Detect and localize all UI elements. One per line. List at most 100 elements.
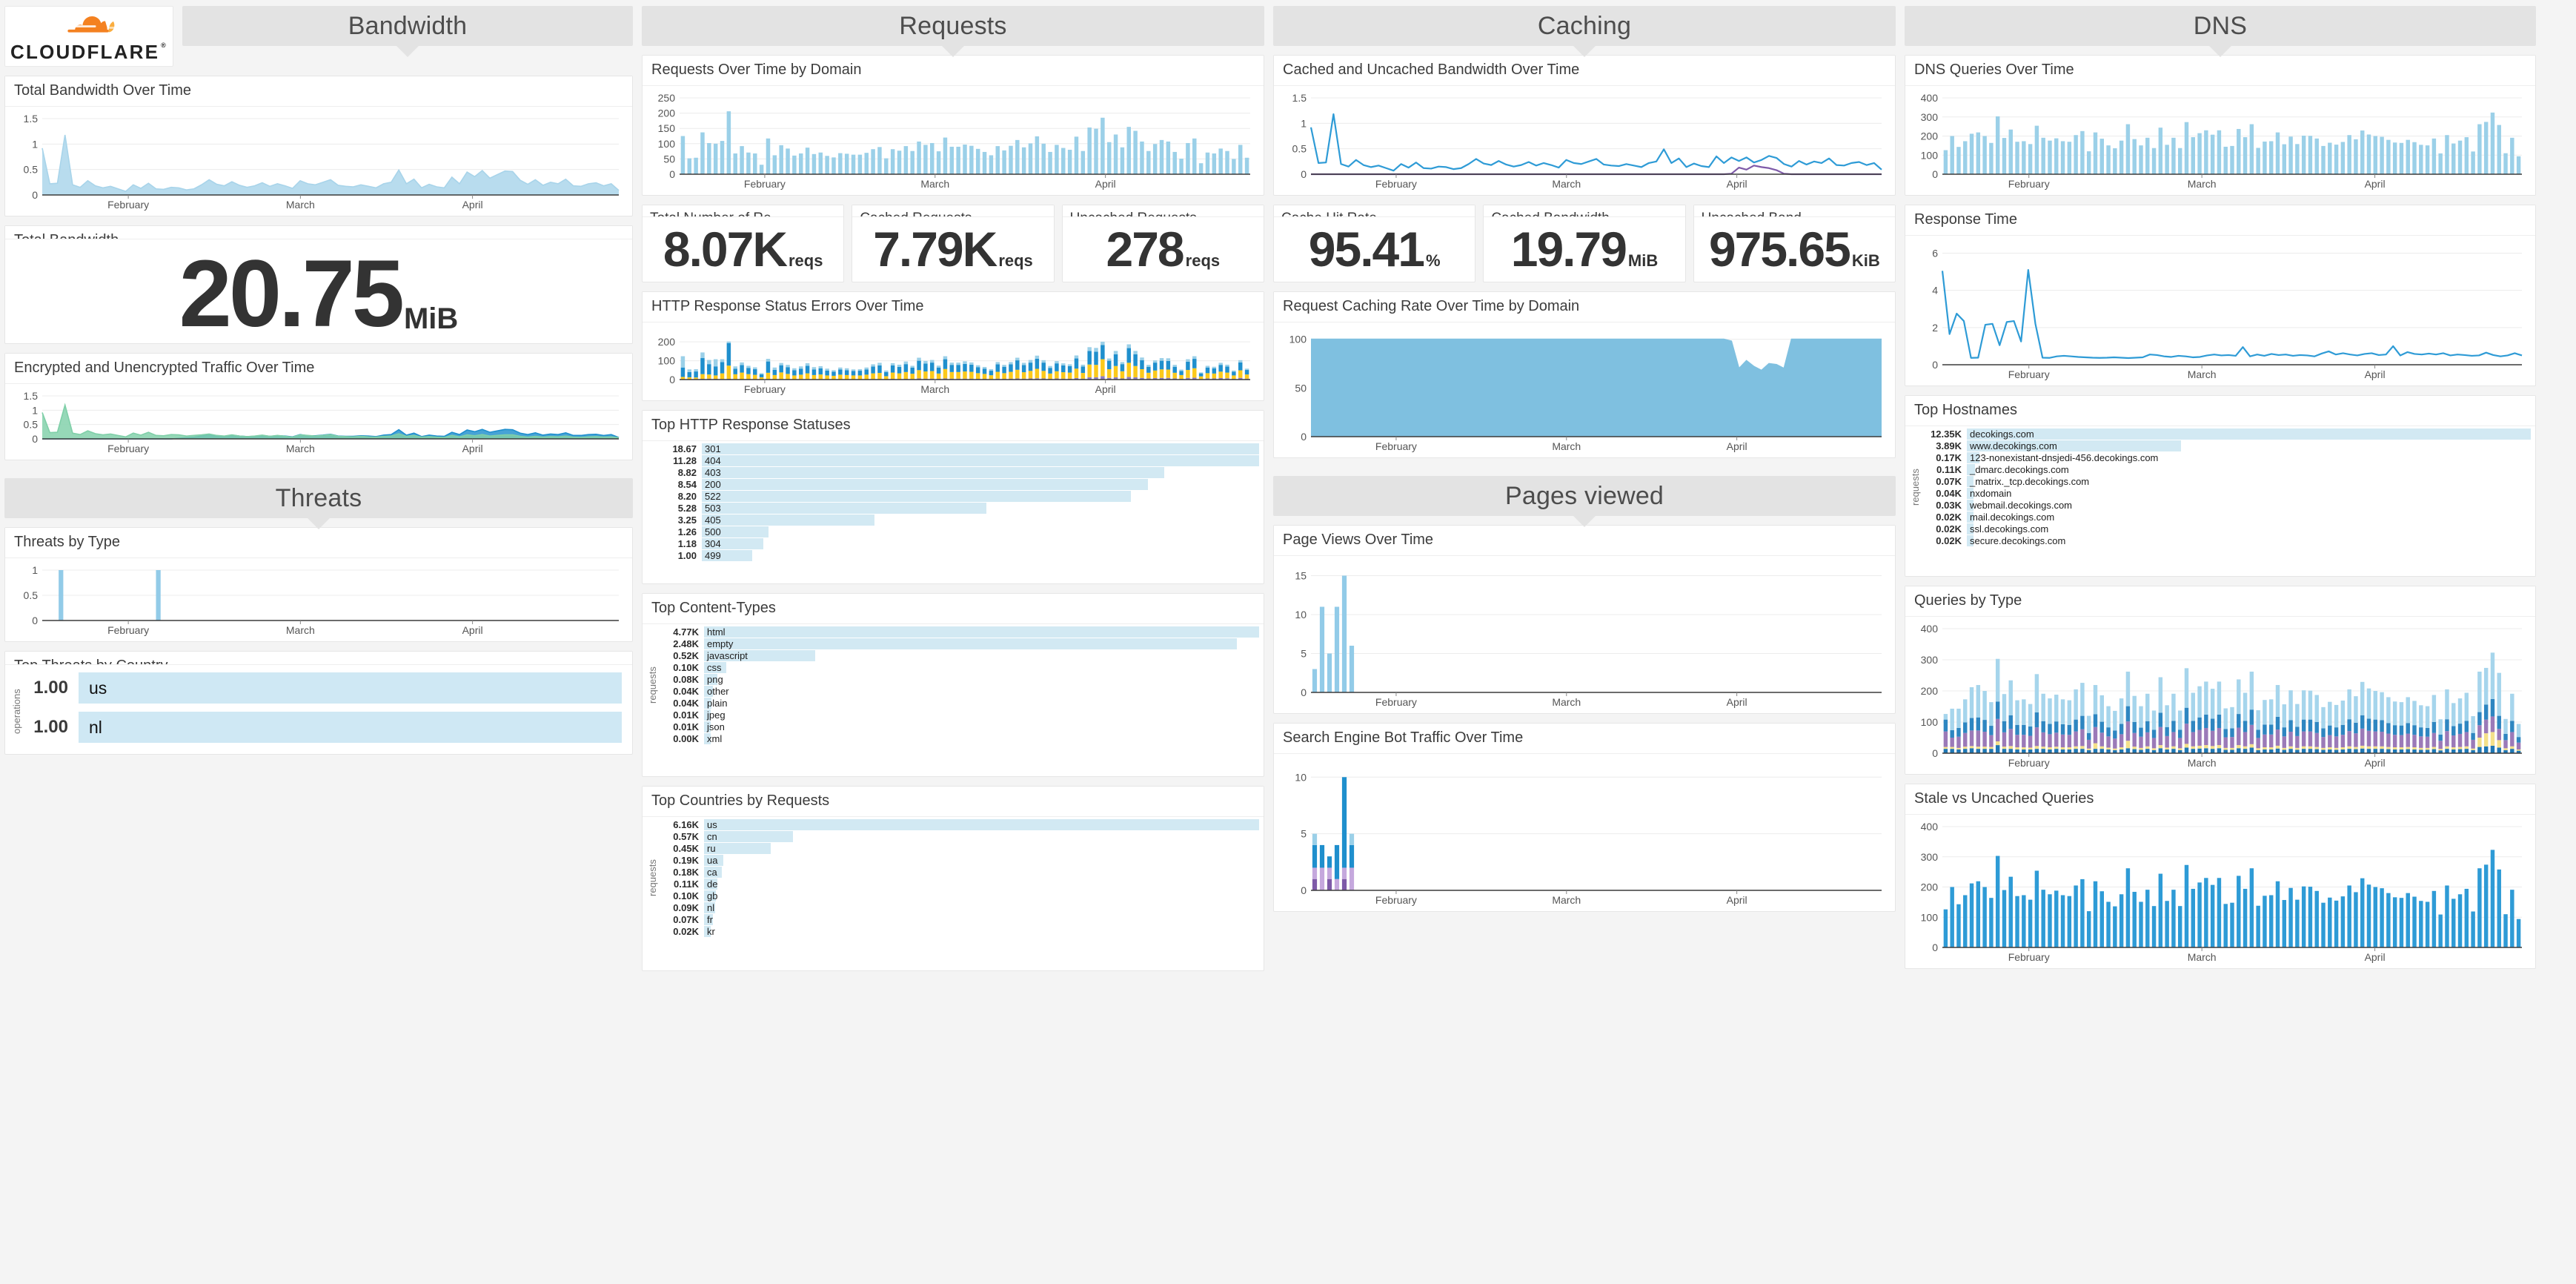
list-item[interactable]: 0.07K fr [660,913,1259,925]
list-item[interactable]: 1.00 us [24,672,622,704]
list-item-bar: us [79,672,622,704]
svg-text:0: 0 [1301,431,1307,443]
list-item[interactable]: 0.02K ssl.decokings.com [1922,523,2531,535]
list-item[interactable]: 0.04K plain [660,697,1259,709]
chart-dns-queries-over-time[interactable]: 0 100 200 300 400 February March April [1913,90,2528,192]
svg-text:March: March [920,383,949,395]
list-item[interactable]: 0.02K kr [660,925,1259,937]
list-item-label: secure.decokings.com [1970,535,2066,546]
list-item[interactable]: 0.02K secure.decokings.com [1922,535,2531,546]
list-item-value: 0.01K [673,721,699,732]
list-item[interactable]: 11.28 404 [657,454,1259,466]
svg-text:April: April [2365,178,2386,190]
list-item[interactable]: 0.08K png [660,673,1259,685]
list-item[interactable]: 6.16K us [660,818,1259,830]
list-item[interactable]: 0.09K nl [660,901,1259,913]
list-item[interactable]: 4.77K html [660,626,1259,638]
list-item[interactable]: 0.01K jpeg [660,709,1259,721]
list-item[interactable]: 0.19K ua [660,854,1259,866]
list-item[interactable]: 0.03K webmail.decokings.com [1922,499,2531,511]
list-item-bar-fill [1967,499,1974,511]
section-banner-dns[interactable]: DNS [1905,6,2536,46]
list-item[interactable]: 1.18 304 [657,537,1259,549]
chart-cached-uncached-bandwidth[interactable]: 0 0.5 1 1.5 February March April [1281,90,1888,192]
section-banner-bandwidth[interactable]: Bandwidth [182,6,633,46]
list-item[interactable]: 0.57K cn [660,830,1259,842]
list-item[interactable]: 18.67 301 [657,443,1259,454]
chart-queries-by-type[interactable]: 0 100 200 300 400 February March April [1913,621,2528,771]
section-title-caching: Caching [1537,11,1632,40]
svg-text:February: February [2008,368,2050,380]
chart-stale-vs-uncached-queries[interactable]: 0 100 200 300 400 February March April [1913,819,2528,965]
list-item-value: 1.00 [677,549,697,561]
list-item-value: 8.54 [677,478,697,490]
list-item[interactable]: 0.45K ru [660,842,1259,854]
list-item[interactable]: 8.20 522 [657,490,1259,502]
list-item[interactable]: 0.04K other [660,685,1259,697]
chart-response-time[interactable]: 0 2 4 6 February March April [1913,240,2528,383]
svg-text:400: 400 [1921,623,1939,635]
list-item-bar: cn [704,830,1259,842]
chart-total-bandwidth-over-time[interactable]: 0 0.5 1 1.5 February March April [13,111,625,213]
section-banner-pages-viewed[interactable]: Pages viewed [1273,476,1896,516]
list-item[interactable]: 5.28 503 [657,502,1259,514]
section-banner-threats[interactable]: Threats [4,478,633,518]
chart-search-engine-bot-traffic[interactable]: 0 5 10 February March April [1281,758,1888,908]
chart-page-views-over-time[interactable]: 0 5 10 15 February March April [1281,560,1888,710]
list-item[interactable]: 8.54 200 [657,478,1259,490]
list-item[interactable]: 0.00K xml [660,732,1259,744]
svg-text:6: 6 [1932,248,1938,259]
chart-requests-over-time-by-domain[interactable]: 0 50 100 150 200 250 February March April [650,90,1256,192]
list-item[interactable]: 3.25 405 [657,514,1259,526]
list-item[interactable]: 1.00 nl [24,712,622,743]
list-item-bar-fill [704,732,711,744]
brand-name: CLOUDFLARE [10,41,160,63]
panel-title-top-countries: Top Countries by Requests [643,787,1264,817]
list-item-bar-fill [1967,487,1974,499]
svg-text:March: March [2188,178,2217,190]
registered-mark: ® [161,42,167,49]
list-item[interactable]: 0.02K mail.decokings.com [1922,511,2531,523]
svg-text:15: 15 [1295,570,1307,582]
svg-text:150: 150 [658,122,676,134]
stat-value-uncached-bandwidth: 975.65 [1708,222,1851,277]
list-item-label: 200 [705,478,721,490]
list-item[interactable]: 2.48K empty [660,638,1259,649]
chart-request-caching-rate[interactable]: 0 50 100 February March April [1281,327,1888,454]
chart-http-response-status-errors[interactable]: 0 100 200 February March April [650,327,1256,397]
list-item-bar-fill [704,721,711,732]
list-item[interactable]: 1.00 499 [657,549,1259,561]
list-item[interactable]: 0.07K _matrix._tcp.decokings.com [1922,475,2531,487]
chart-threats-by-type[interactable]: 0 0.5 1 February March April [13,563,625,638]
list-item[interactable]: 0.01K json [660,721,1259,732]
svg-text:0: 0 [32,189,38,201]
section-banner-requests[interactable]: Requests [642,6,1264,46]
list-item[interactable]: 0.10K gb [660,890,1259,901]
svg-text:400: 400 [1921,821,1939,833]
list-item-bar: gb [704,890,1259,901]
svg-text:5: 5 [1301,828,1307,840]
list-item[interactable]: 12.35K decokings.com [1922,428,2531,440]
list-item-value: 0.04K [673,697,699,709]
list-item-label: empty [707,638,734,649]
list-item-label: 500 [705,526,721,537]
list-item-bar-fill [79,712,622,743]
list-item[interactable]: 0.17K 123-nonexistant-dnsjedi-456.decokin… [1922,451,2531,463]
list-item[interactable]: 0.11K _dmarc.decokings.com [1922,463,2531,475]
list-item-label: ssl.decokings.com [1970,523,2049,535]
list-item[interactable]: 0.11K de [660,878,1259,890]
list-item[interactable]: 0.52K javascript [660,649,1259,661]
chart-encrypted-unencrypted-traffic[interactable]: 0 0.5 1 1.5 February March April [13,388,625,457]
list-item[interactable]: 1.26 500 [657,526,1259,537]
list-item-bar: de [704,878,1259,890]
stat-value-cached-bandwidth: 19.79 [1510,222,1627,277]
list-item[interactable]: 0.04K nxdomain [1922,487,2531,499]
list-item[interactable]: 8.82 403 [657,466,1259,478]
svg-text:400: 400 [1921,92,1939,104]
list-item-bar: decokings.com [1967,428,2531,440]
list-item[interactable]: 0.10K css [660,661,1259,673]
svg-text:0: 0 [1932,747,1938,759]
list-item[interactable]: 3.89K www.decokings.com [1922,440,2531,451]
list-item[interactable]: 0.18K ca [660,866,1259,878]
section-banner-caching[interactable]: Caching [1273,6,1896,46]
